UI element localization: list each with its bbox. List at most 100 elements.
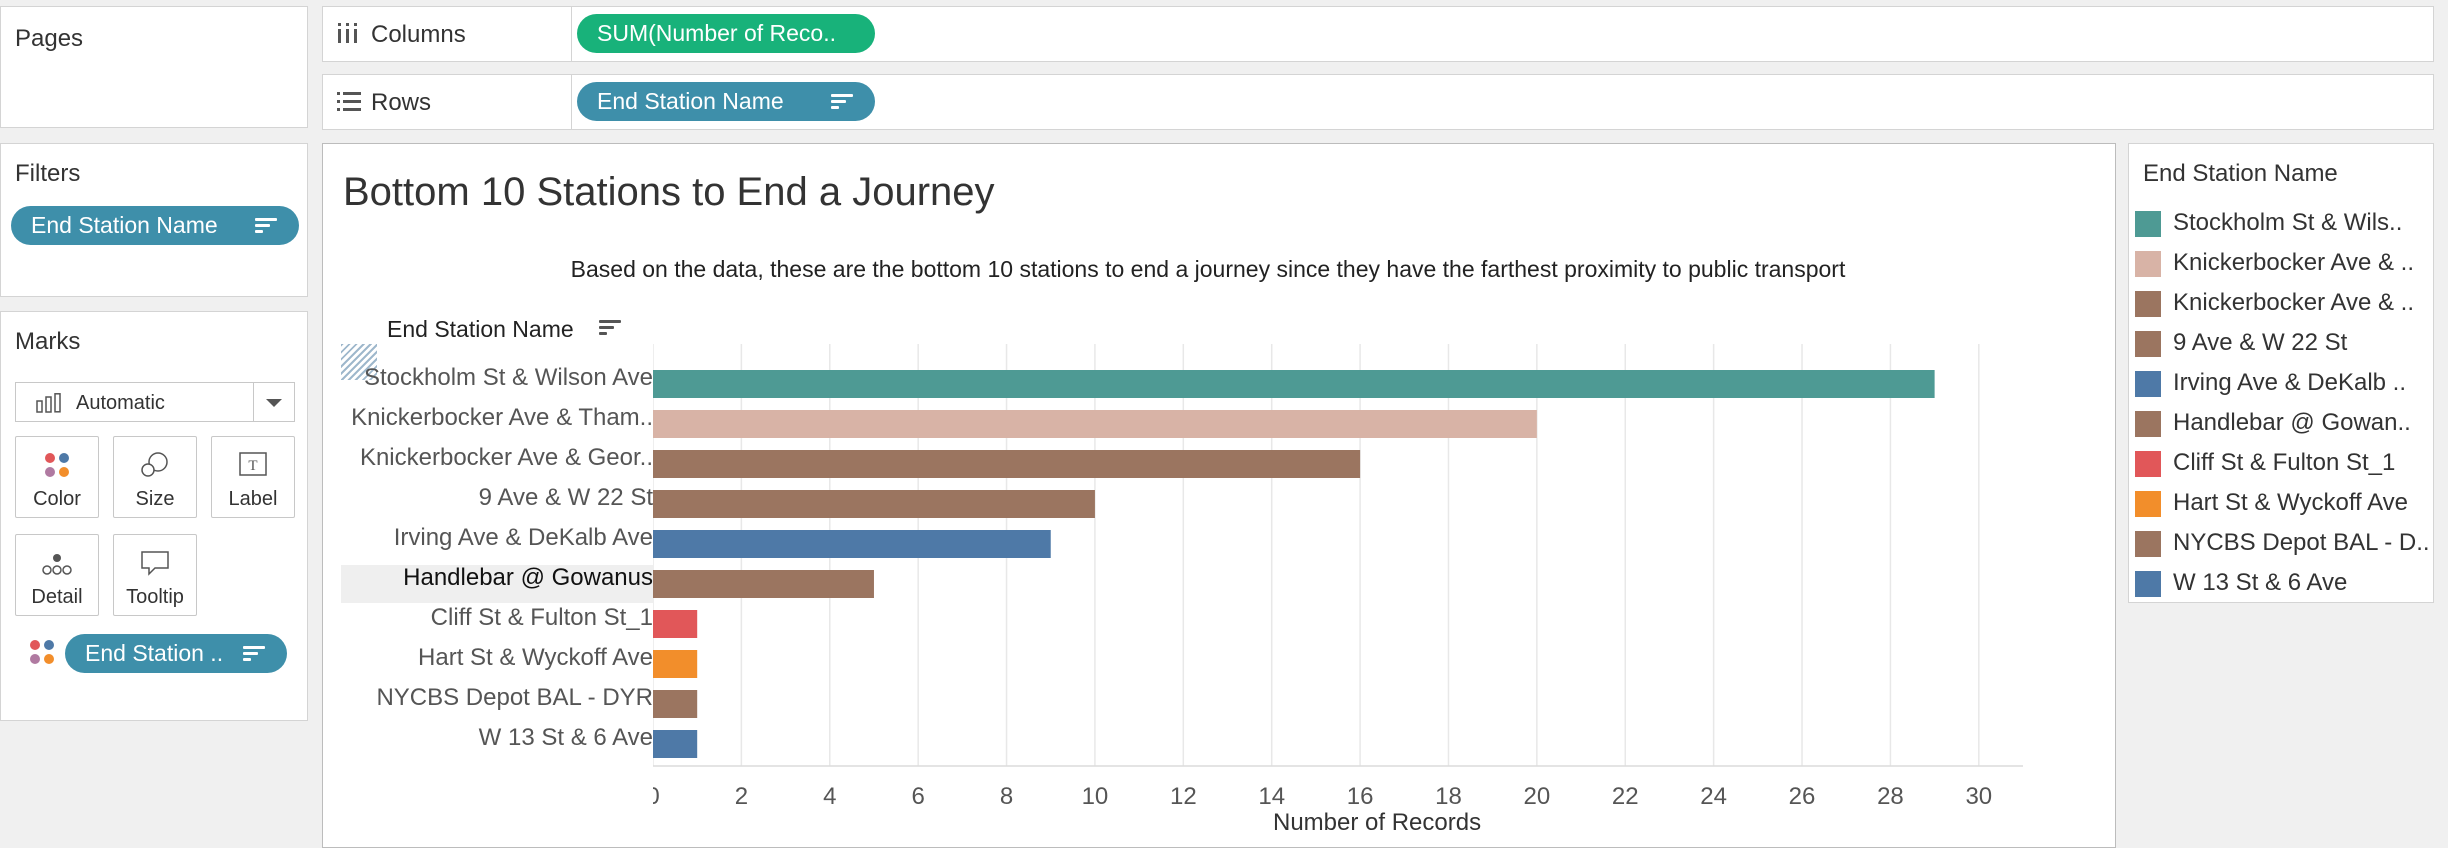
color-button-label: Color xyxy=(33,488,81,510)
filters-card: Filters End Station Name xyxy=(0,143,308,297)
selection-corner xyxy=(341,344,377,380)
color-dots-icon xyxy=(42,451,72,484)
size-button-label: Size xyxy=(135,488,175,510)
columns-icon xyxy=(337,23,359,50)
x-tick-label: 30 xyxy=(1965,783,1992,810)
label-button-label: Label xyxy=(228,488,278,510)
ylab-0[interactable]: Stockholm St & Wilson Ave xyxy=(363,364,653,391)
legend-item[interactable]: Handlebar @ Gowan.. xyxy=(2135,403,2425,443)
ylab-2[interactable]: Knickerbocker Ave & Geor.. xyxy=(359,444,653,471)
bar[interactable] xyxy=(653,450,1361,478)
bar[interactable] xyxy=(653,690,698,718)
x-tick-label: 2 xyxy=(735,783,748,810)
x-tick-label: 28 xyxy=(1877,783,1904,810)
mark-type-value: Automatic xyxy=(76,392,165,414)
legend-item[interactable]: Cliff St & Fulton St_1 xyxy=(2135,443,2425,483)
legend-swatch xyxy=(2135,531,2161,557)
legend-swatch xyxy=(2135,571,2161,597)
row-header[interactable]: End Station Name xyxy=(387,312,647,346)
legend-item[interactable]: Stockholm St & Wils.. xyxy=(2135,203,2425,243)
ylab-8[interactable]: NYCBS Depot BAL - DYR xyxy=(376,684,653,711)
tooltip-button[interactable]: Tooltip xyxy=(113,534,197,616)
legend-item[interactable]: Knickerbocker Ave & .. xyxy=(2135,243,2425,283)
legend-swatch xyxy=(2135,451,2161,477)
rows-pill-label: End Station Name xyxy=(597,88,784,114)
bar[interactable] xyxy=(653,410,1537,438)
ylab-4[interactable]: Irving Ave & DeKalb Ave xyxy=(393,524,653,551)
ylab-1[interactable]: Knickerbocker Ave & Tham.. xyxy=(351,404,653,431)
x-axis-title: Number of Records xyxy=(1273,809,1482,836)
legend-item[interactable]: Knickerbocker Ave & .. xyxy=(2135,283,2425,323)
x-tick-label: 10 xyxy=(1082,783,1109,810)
bar[interactable] xyxy=(653,730,698,758)
view-area: Bottom 10 Stations to End a Journey Base… xyxy=(322,143,2116,848)
ylab-9[interactable]: W 13 St & 6 Ave xyxy=(478,724,653,751)
legend-item[interactable]: Hart St & Wyckoff Ave xyxy=(2135,483,2425,523)
legend-item[interactable]: W 13 St & 6 Ave xyxy=(2135,563,2425,603)
legend-label: Handlebar @ Gowan.. xyxy=(2173,409,2411,436)
marks-title: Marks xyxy=(15,328,81,355)
legend-label: Knickerbocker Ave & .. xyxy=(2173,289,2415,316)
legend-swatch xyxy=(2135,491,2161,517)
legend-item[interactable]: 9 Ave & W 22 St xyxy=(2135,323,2425,363)
x-tick-label: 12 xyxy=(1170,783,1197,810)
text-label-icon: T xyxy=(238,451,268,484)
label-button[interactable]: T Label xyxy=(211,436,295,518)
rows-shelf: Rows End Station Name xyxy=(322,74,2434,130)
bar[interactable] xyxy=(653,610,698,638)
legend-label: W 13 St & 6 Ave xyxy=(2173,569,2348,596)
marks-card: Marks Automatic Color Size T Label Detai… xyxy=(0,311,308,721)
x-tick-label: 20 xyxy=(1524,783,1551,810)
color-pill-label: End Station .. xyxy=(85,640,224,666)
x-tick-label: 22 xyxy=(1612,783,1639,810)
sort-icon xyxy=(255,218,277,234)
color-button[interactable]: Color xyxy=(15,436,99,518)
bar[interactable] xyxy=(653,570,874,598)
row-header-label: End Station Name xyxy=(387,316,574,342)
legend-item[interactable]: NYCBS Depot BAL - D.. xyxy=(2135,523,2430,563)
legend-card: End Station Name xyxy=(2128,143,2434,603)
pages-title: Pages xyxy=(15,25,84,52)
detail-dots-icon xyxy=(40,549,74,582)
filter-pill-label: End Station Name xyxy=(31,212,218,238)
x-tick-label: 6 xyxy=(911,783,924,810)
size-button[interactable]: Size xyxy=(113,436,197,518)
ylab-7[interactable]: Hart St & Wyckoff Ave xyxy=(418,644,653,671)
filter-pill-end-station[interactable]: End Station Name xyxy=(11,206,299,245)
columns-label: Columns xyxy=(371,21,466,48)
detail-button-label: Detail xyxy=(31,586,83,608)
tooltip-button-label: Tooltip xyxy=(126,586,184,608)
x-tick-label: 16 xyxy=(1347,783,1374,810)
ylab-5[interactable]: Handlebar @ Gowanus xyxy=(403,564,653,591)
ylab-3[interactable]: 9 Ave & W 22 St xyxy=(478,484,653,511)
color-dots-icon xyxy=(27,638,57,671)
columns-pill-label: SUM(Number of Reco.. xyxy=(597,20,837,46)
legend-label: NYCBS Depot BAL - D.. xyxy=(2173,529,2430,556)
row-highlight xyxy=(341,565,653,603)
x-tick-label: 8 xyxy=(1000,783,1013,810)
dropdown-divider xyxy=(253,383,254,421)
ylab-6[interactable]: Cliff St & Fulton St_1 xyxy=(430,604,653,631)
color-pill-end-station[interactable]: End Station .. xyxy=(65,634,287,673)
bar-chart-icon xyxy=(36,393,66,413)
legend-item[interactable]: Irving Ave & DeKalb .. xyxy=(2135,363,2425,403)
mark-type-dropdown[interactable]: Automatic xyxy=(15,382,295,422)
shelf-divider xyxy=(571,75,572,129)
x-tick-label: 26 xyxy=(1789,783,1816,810)
legend-swatch xyxy=(2135,211,2161,237)
bar[interactable] xyxy=(653,530,1051,558)
x-tick-label: 24 xyxy=(1700,783,1727,810)
columns-pill-sum-records[interactable]: SUM(Number of Reco.. xyxy=(577,14,875,53)
bar[interactable] xyxy=(653,650,698,678)
bar-chart[interactable]: 024681012141618202224262830 xyxy=(653,284,2113,844)
legend-label: Irving Ave & DeKalb .. xyxy=(2173,369,2407,396)
chevron-down-icon xyxy=(266,399,282,407)
bar[interactable] xyxy=(653,370,1935,398)
bar[interactable] xyxy=(653,490,1095,518)
detail-button[interactable]: Detail xyxy=(15,534,99,616)
legend-label: Hart St & Wyckoff Ave xyxy=(2173,489,2408,516)
rows-pill-end-station[interactable]: End Station Name xyxy=(577,82,875,121)
sort-icon xyxy=(243,646,265,662)
rows-list-icon xyxy=(337,91,361,118)
pages-card: Pages xyxy=(0,6,308,128)
